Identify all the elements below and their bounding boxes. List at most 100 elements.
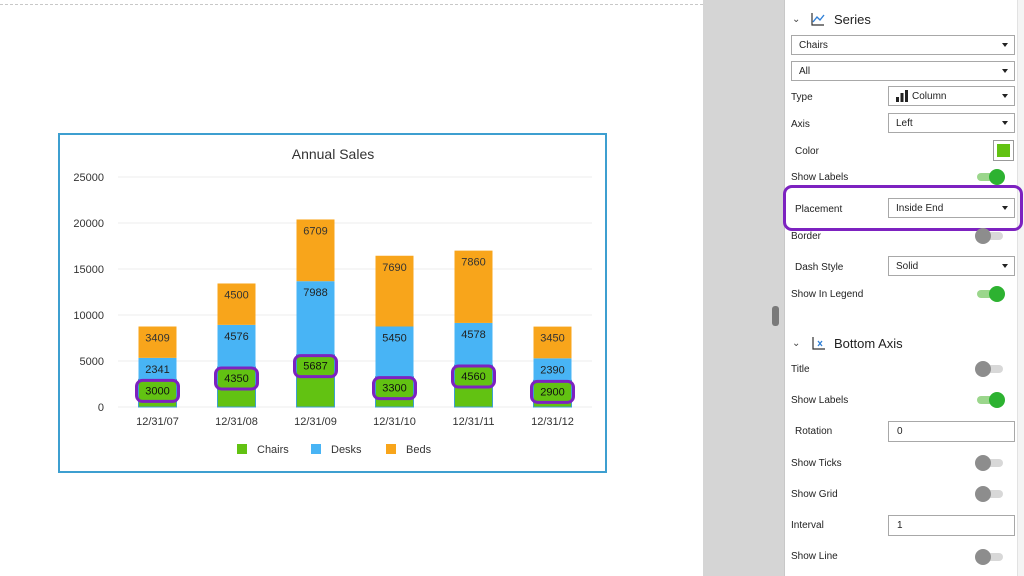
x-tick-label: 12/31/10 xyxy=(373,416,416,428)
legend-label-chairs[interactable]: Chairs xyxy=(257,444,289,456)
x-tick-label: 12/31/09 xyxy=(294,416,337,428)
series-section-header[interactable]: ⌄ Series xyxy=(792,9,871,29)
x-tick-label: 12/31/12 xyxy=(531,416,574,428)
stacked-column-chart: Annual Sales 25000 20000 15000 10000 5000 0 3… xyxy=(73,146,592,456)
caret-down-icon xyxy=(1002,69,1008,73)
chart-container[interactable]: Annual Sales 25000 20000 15000 10000 5000 0 3… xyxy=(58,133,607,473)
border-toggle[interactable] xyxy=(975,228,1005,244)
data-label-beds: 7690 xyxy=(382,262,406,274)
panel-scrollbar-track[interactable] xyxy=(1017,0,1024,576)
show-line-label: Show Line xyxy=(791,551,838,562)
data-label-beds: 7860 xyxy=(461,257,485,269)
bar-chairs[interactable] xyxy=(217,366,256,407)
legend-label-desks[interactable]: Desks xyxy=(331,444,362,456)
bar-beds[interactable] xyxy=(296,219,335,282)
show-labels-toggle[interactable] xyxy=(975,169,1005,185)
placement-select[interactable]: Inside End xyxy=(888,198,1015,218)
y-tick-label: 25000 xyxy=(73,172,104,184)
placement-label: Placement xyxy=(795,204,843,215)
bar-desks[interactable] xyxy=(375,326,414,377)
data-label-beds: 6709 xyxy=(303,225,327,237)
show-in-legend-label: Show In Legend xyxy=(791,289,864,300)
data-label-desks: 7988 xyxy=(303,287,327,299)
show-ticks-label: Show Ticks xyxy=(791,458,842,469)
show-in-legend-toggle[interactable] xyxy=(975,286,1005,302)
bar-desks[interactable] xyxy=(296,281,335,355)
label-highlight-annotation xyxy=(214,366,259,391)
data-label-chairs: 3000 xyxy=(145,385,169,397)
interval-input[interactable]: 1 xyxy=(888,515,1015,536)
legend-label-beds[interactable]: Beds xyxy=(406,444,432,456)
column-chart-icon xyxy=(896,90,908,102)
placement-select-value: Inside End xyxy=(896,202,944,214)
show-line-toggle[interactable] xyxy=(975,549,1005,565)
bar-chairs[interactable] xyxy=(296,354,335,407)
line-chart-icon xyxy=(811,13,825,26)
color-picker-swatch[interactable] xyxy=(993,140,1014,161)
x-tick-label: 12/31/11 xyxy=(452,416,494,428)
legend-swatch-chairs[interactable] xyxy=(237,444,247,454)
type-select[interactable]: Column xyxy=(888,86,1015,106)
label-highlight-annotation xyxy=(530,379,575,404)
border-label: Border xyxy=(791,231,822,242)
y-tick-label: 20000 xyxy=(73,218,104,230)
axis-select[interactable]: Left xyxy=(888,113,1015,133)
label-highlight-annotation xyxy=(372,376,417,401)
bar-beds[interactable] xyxy=(217,283,256,325)
bar-beds[interactable] xyxy=(454,250,493,323)
chevron-down-icon[interactable]: ⌄ xyxy=(792,337,801,349)
bar-desks[interactable] xyxy=(533,358,572,381)
data-label-chairs: 5687 xyxy=(303,361,327,373)
data-label-beds: 3450 xyxy=(540,333,564,345)
series-select[interactable]: Chairs xyxy=(791,35,1015,55)
axis-show-labels-toggle[interactable] xyxy=(975,392,1005,408)
label-highlight-annotation xyxy=(293,354,338,379)
legend-swatch-desks[interactable] xyxy=(311,444,321,454)
axis-select-value: Left xyxy=(896,117,913,129)
bar-beds[interactable] xyxy=(533,326,572,359)
legend-swatch-beds[interactable] xyxy=(386,444,396,454)
bottom-axis-section-title: Bottom Axis xyxy=(834,335,903,351)
data-label-beds: 3409 xyxy=(145,333,169,345)
data-label-desks: 2390 xyxy=(540,364,564,376)
type-select-value: Column xyxy=(912,90,947,102)
bar-desks[interactable] xyxy=(454,322,493,366)
data-label-chairs: 4350 xyxy=(224,373,248,385)
bottom-axis-section-header[interactable]: ⌄ Bottom Axis xyxy=(792,333,903,353)
rotation-input-value: 0 xyxy=(897,426,903,437)
caret-down-icon xyxy=(1002,94,1008,98)
bar-beds[interactable] xyxy=(375,255,414,327)
chevron-down-icon[interactable]: ⌄ xyxy=(792,13,801,25)
label-highlight-annotation xyxy=(135,378,180,403)
series-section-title: Series xyxy=(834,11,871,27)
bar-desks[interactable] xyxy=(217,324,256,367)
color-swatch-fill xyxy=(997,144,1010,157)
data-label-desks: 5450 xyxy=(382,333,406,345)
show-grid-label: Show Grid xyxy=(791,489,838,500)
scope-select-value: All xyxy=(799,65,811,77)
report-canvas: Annual Sales 25000 20000 15000 10000 5000 0 3… xyxy=(0,4,703,473)
show-ticks-toggle[interactable] xyxy=(975,455,1005,471)
caret-down-icon xyxy=(1002,121,1008,125)
chart-title: Annual Sales xyxy=(292,146,375,162)
show-grid-toggle[interactable] xyxy=(975,486,1005,502)
rotation-input[interactable]: 0 xyxy=(888,421,1015,442)
vertical-scrollbar-thumb[interactable] xyxy=(772,306,779,326)
dash-style-select[interactable]: Solid xyxy=(888,256,1015,276)
show-labels-label: Show Labels xyxy=(791,172,849,183)
rotation-label: Rotation xyxy=(795,426,833,437)
axis-title-toggle[interactable] xyxy=(975,361,1005,377)
interval-input-value: 1 xyxy=(897,520,903,531)
data-label-chairs: 2900 xyxy=(540,386,564,398)
y-tick-label: 15000 xyxy=(73,264,104,276)
axis-title-label: Title xyxy=(791,364,810,375)
y-tick-label: 0 xyxy=(98,402,104,414)
bar-chairs[interactable] xyxy=(375,376,414,407)
data-label-desks: 4576 xyxy=(224,331,248,343)
scope-select[interactable]: All xyxy=(791,61,1015,81)
bar-beds[interactable] xyxy=(138,326,177,358)
placement-highlight-annotation xyxy=(783,185,1023,231)
x-tick-label: 12/31/08 xyxy=(215,416,258,428)
color-label: Color xyxy=(795,146,819,157)
bar-desks[interactable] xyxy=(138,357,177,380)
